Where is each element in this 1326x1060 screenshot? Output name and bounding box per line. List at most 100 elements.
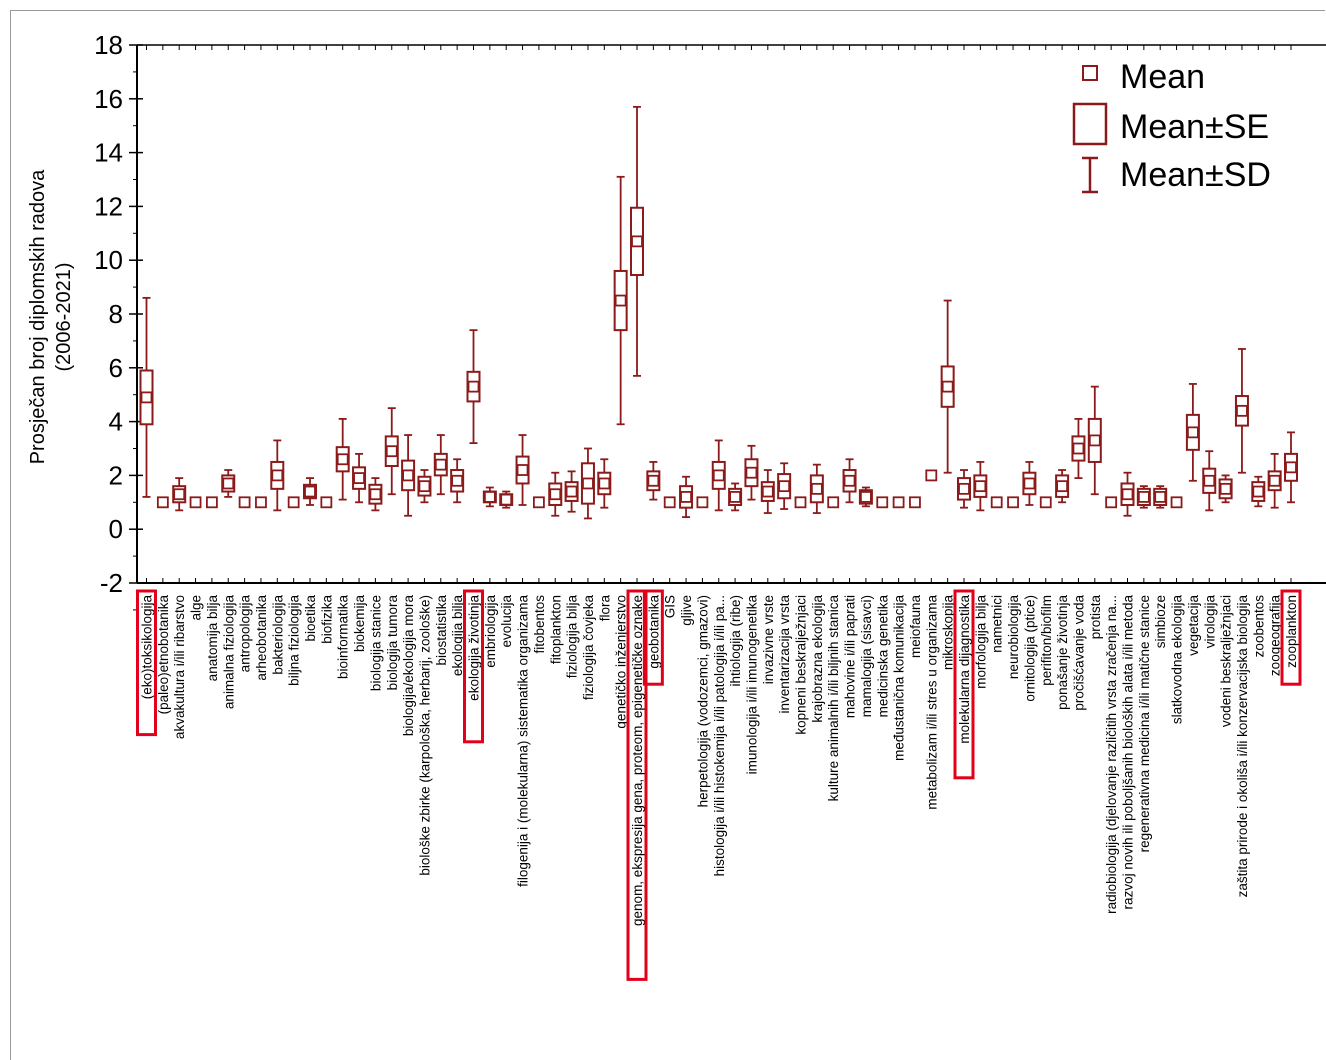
mean-marker (614, 294, 627, 307)
box-6 (238, 496, 251, 509)
x-tick-label: simbioze (1153, 595, 1168, 648)
mean-marker (647, 474, 660, 487)
y-tick-label: 6 (109, 353, 123, 383)
box-3 (189, 496, 202, 509)
x-tick-label: morfologija bilja (973, 595, 988, 689)
box-46 (892, 496, 905, 509)
legend-mean-marker (1082, 65, 1098, 81)
x-tick-label: animalna fiziologija (221, 595, 236, 710)
x-tick-label: fiziologija bilja (565, 595, 580, 679)
mean-marker (451, 474, 464, 487)
box-8 (270, 439, 285, 512)
box-22 (499, 490, 514, 509)
x-tick-label: biološke zbirke (karpološka, herbarij, z… (417, 595, 432, 876)
y-tick-label: 10 (94, 245, 123, 275)
x-tick-label: ekologija bilja (450, 595, 465, 677)
box-4 (205, 496, 218, 509)
box-61 (1136, 485, 1151, 509)
mean-marker (712, 469, 725, 482)
legend-se-marker (1072, 102, 1108, 146)
x-tick-label: alge (189, 595, 204, 621)
x-tick-label: biologija/ekologija mora (401, 595, 416, 737)
box-49 (940, 299, 955, 474)
mean-marker (353, 472, 365, 484)
highlight-box (953, 589, 975, 780)
x-tick-label: bioetika (303, 595, 318, 642)
box-29 (613, 175, 628, 426)
box-30 (630, 105, 644, 377)
mean-marker (990, 496, 1003, 509)
legend-mean-label: Mean (1120, 58, 1205, 96)
box-37 (744, 444, 759, 501)
highlight-box (1280, 589, 1302, 686)
mean-marker (205, 496, 218, 509)
x-tick-label: gljive (679, 595, 694, 626)
box-15 (384, 407, 399, 496)
mean-marker (304, 485, 316, 498)
box-7 (255, 496, 267, 509)
x-tick-label: fiziologija čovjeka (581, 595, 596, 701)
x-tick-label: genetičko inženjerstvo (614, 595, 629, 729)
x-tick-label: arheobotanika (254, 595, 269, 681)
x-tick-label: fitobentos (532, 595, 547, 654)
mean-marker (1252, 485, 1265, 498)
mean-marker (549, 488, 562, 501)
y-tick-label: 4 (109, 407, 123, 437)
box-62 (1153, 485, 1168, 509)
x-tick-label: radiobiologija (djelovanje različitih vr… (1104, 595, 1119, 914)
mean-marker (827, 496, 840, 509)
mean-marker (369, 488, 382, 501)
x-tick-label: nametnici (990, 595, 1005, 653)
highlight-box (642, 589, 664, 686)
mean-marker (173, 488, 186, 501)
x-tick-label: biologija stanice (368, 595, 383, 691)
box-51 (973, 461, 988, 512)
y-tick-label: 0 (109, 514, 123, 544)
x-tick-label: pročišćavanje voda (1071, 595, 1086, 711)
box-5 (221, 469, 236, 498)
box-39 (777, 462, 792, 510)
mean-marker (533, 496, 545, 509)
mean-marker (1088, 434, 1101, 447)
x-tick-label: ekologija životinja (467, 595, 482, 701)
box-14 (368, 477, 383, 512)
mean-marker (516, 464, 529, 476)
mean-marker (500, 493, 513, 506)
mean-marker (287, 496, 300, 509)
mean-marker (1137, 491, 1150, 503)
mean-marker (925, 469, 938, 482)
box-18 (433, 434, 448, 496)
mean-marker (631, 235, 643, 248)
x-tick-label: ihtiologija (ribe) (728, 595, 743, 687)
x-tick-label: fitoplankton (548, 595, 563, 664)
x-tick-label: embriologija (483, 595, 498, 668)
box-16 (401, 434, 416, 517)
box-23 (515, 434, 530, 506)
x-tick-label: anatomija bilja (205, 595, 220, 682)
x-tick-label: (eko)toksikologija (140, 595, 155, 700)
mean-marker (876, 496, 889, 509)
x-tick-label: meiofauna (908, 595, 923, 659)
x-tick-label: virologija (1202, 595, 1217, 649)
box-24 (533, 496, 545, 509)
x-tick-label: imunologija i/ili imunogenetika (744, 595, 759, 775)
mean-marker (320, 496, 333, 509)
y-tick-label: 2 (109, 460, 123, 490)
box-28 (597, 458, 612, 509)
mean-marker (1105, 496, 1118, 509)
box-0 (139, 296, 154, 498)
x-tick-label: međustanična komunikacija (892, 595, 907, 761)
mean-marker (565, 485, 578, 498)
mean-marker (336, 453, 349, 466)
box-54 (1022, 461, 1037, 506)
mean-marker (1203, 474, 1216, 487)
mean-marker (696, 496, 709, 509)
legend: Mean Mean±SE Mean±SD (1072, 58, 1271, 194)
x-tick-label: inventarizacija vrsta (777, 595, 792, 714)
y-tick-label: -2 (100, 568, 123, 598)
x-tick-label: antropologija (238, 595, 253, 673)
x-tick-label: metabolizam i/ili stres u organizama (924, 595, 939, 810)
x-tick-label: invazivne vrste (761, 595, 776, 684)
x-tick-label: ornitologija (ptice) (1022, 595, 1037, 702)
y-tick-label: 12 (94, 191, 123, 221)
